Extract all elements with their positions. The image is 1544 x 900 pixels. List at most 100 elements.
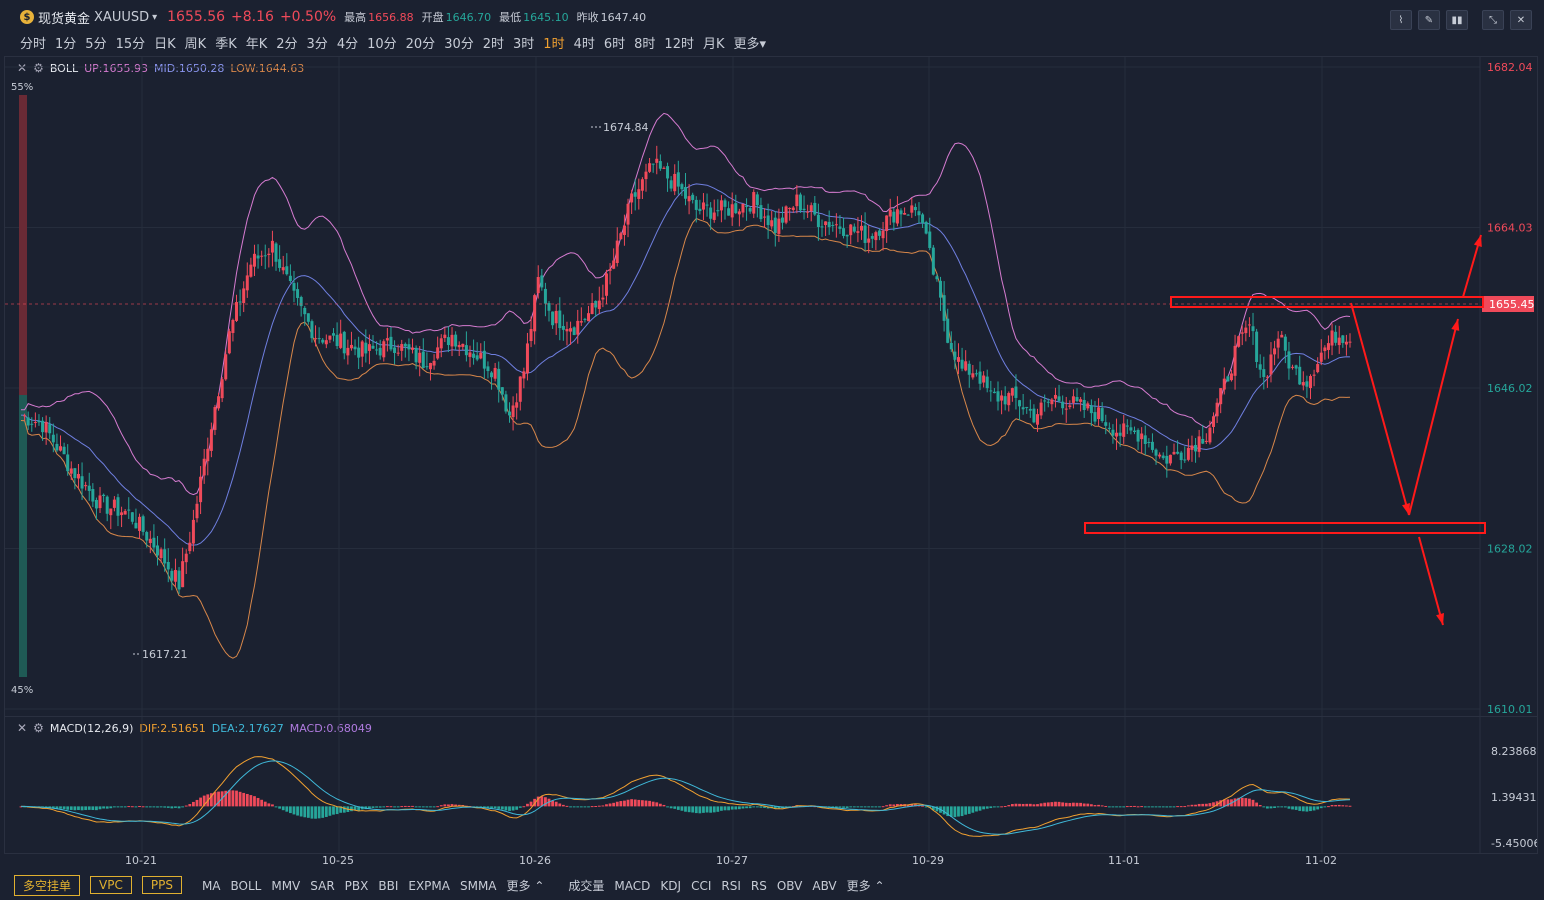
sub-indicator-item[interactable]: MACD <box>614 878 651 893</box>
candle-body <box>310 321 314 339</box>
long-short-orders-button[interactable]: 多空挂单 <box>14 874 81 896</box>
macd-histogram-bar <box>680 806 684 811</box>
period-tab[interactable]: 4时 <box>573 36 595 52</box>
main-indicator-item[interactable]: PBX <box>344 878 369 893</box>
sub-indicator-item[interactable]: 成交量 <box>568 878 605 893</box>
macd-histogram-bar <box>931 806 935 811</box>
period-tab[interactable]: 周K <box>184 36 207 52</box>
period-tab[interactable]: 8时 <box>634 36 656 52</box>
sub-indicator-item[interactable]: CCI <box>691 878 712 893</box>
candle-body <box>267 253 271 256</box>
collapse-icon[interactable]: ⤡ <box>1482 10 1504 30</box>
macd-histogram-bar <box>317 806 321 819</box>
candle-body <box>755 194 759 206</box>
period-tab[interactable]: 日K <box>154 36 176 52</box>
candle-body <box>1291 366 1295 368</box>
macd-histogram-bar <box>1265 806 1269 809</box>
macd-histogram-bar <box>321 806 325 818</box>
macd-histogram-bar <box>490 806 493 809</box>
period-tab[interactable]: 1分 <box>55 36 77 52</box>
period-tab[interactable]: 1时 <box>543 36 565 52</box>
macd-histogram-bar <box>504 806 508 811</box>
macd-histogram-bar <box>1054 801 1057 807</box>
period-tab[interactable]: 年K <box>245 36 268 52</box>
settings-icon[interactable]: ⚙ <box>33 721 44 735</box>
period-tab[interactable]: 3时 <box>513 36 535 52</box>
candle-body <box>1215 402 1219 417</box>
settings-icon[interactable]: ⚙ <box>33 61 44 75</box>
vpc-button[interactable]: VPC <box>90 876 132 894</box>
candle-body <box>1118 432 1122 436</box>
period-tab[interactable]: 分时 <box>20 36 47 52</box>
candle-body <box>1276 338 1280 348</box>
period-tab[interactable]: 2时 <box>482 36 505 52</box>
symbol-selector[interactable]: $ 现货黄金 XAUUSD ▾ <box>20 8 157 27</box>
close-icon[interactable]: ✕ <box>17 721 28 735</box>
candle-body <box>766 215 770 226</box>
period-tab[interactable]: 20分 <box>405 36 436 52</box>
period-tab[interactable]: 6时 <box>603 36 626 52</box>
macd-histogram-bar <box>967 806 971 814</box>
main-indicator-item[interactable]: BOLL <box>230 878 262 893</box>
sub-indicator-item[interactable]: 更多 ⌃ <box>846 878 885 893</box>
date-tick-label: 10-21 <box>125 854 157 867</box>
candle-body <box>1064 408 1068 410</box>
period-tab[interactable]: 月K <box>702 36 725 52</box>
candle-body <box>360 341 364 357</box>
candle-body <box>655 158 659 163</box>
sub-indicator-item[interactable]: RS <box>750 878 767 893</box>
period-tab[interactable]: 3分 <box>306 36 328 52</box>
macd-histogram-bar <box>245 793 249 807</box>
candle-body <box>349 344 353 349</box>
price-chart-panel[interactable]: ✕ ⚙ BOLL UP:1655.93 MID:1650.28 LOW:1644… <box>4 56 1538 718</box>
main-indicator-item[interactable]: SMMA <box>459 878 497 893</box>
close-icon[interactable]: ✕ <box>17 61 28 75</box>
period-tab[interactable]: 4分 <box>336 36 359 52</box>
macd-histogram-bar <box>590 806 594 808</box>
period-tab[interactable]: 30分 <box>444 36 474 52</box>
main-indicator-item[interactable]: MA <box>201 878 221 893</box>
arrow-down-to-support <box>1350 302 1410 516</box>
candle-body <box>1237 336 1241 347</box>
macd-histogram-bar <box>1298 806 1302 811</box>
line-chart-icon[interactable]: ⌇ <box>1390 10 1412 30</box>
candle-body <box>874 232 878 241</box>
macd-panel[interactable]: ✕ ⚙ MACD(12,26,9) DIF:2.51651 DEA:2.1762… <box>4 716 1538 854</box>
macd-histogram-bar <box>1082 803 1086 807</box>
period-tab[interactable]: 12时 <box>664 36 694 52</box>
candle-body <box>1007 393 1011 406</box>
period-tab[interactable]: 更多▾ <box>733 36 767 52</box>
draw-pencil-icon[interactable]: ✎ <box>1418 10 1440 30</box>
candle-body <box>1115 432 1119 437</box>
macd-histogram-bar <box>1140 806 1144 808</box>
period-tab[interactable]: 季K <box>215 36 237 52</box>
pps-button[interactable]: PPS <box>141 876 182 894</box>
main-indicator-item[interactable]: EXPMA <box>408 878 450 893</box>
main-indicator-item[interactable]: SAR <box>310 878 335 893</box>
period-tab[interactable]: 10分 <box>367 36 397 52</box>
sub-indicator-item[interactable]: ABV <box>812 878 837 893</box>
macd-histogram-bar <box>748 806 752 809</box>
candle-type-icon[interactable]: ▮▮ <box>1446 10 1468 30</box>
period-tab[interactable]: 2分 <box>276 36 298 52</box>
candle-body <box>479 352 483 359</box>
period-tab[interactable]: 5分 <box>85 36 107 52</box>
candle-body <box>407 344 411 350</box>
macd-histogram-bar <box>335 806 339 815</box>
period-tab[interactable]: 15分 <box>115 36 146 52</box>
sub-indicator-item[interactable]: RSI <box>721 878 741 893</box>
candle-body <box>1219 388 1223 405</box>
main-indicator-item[interactable]: BBI <box>378 878 399 893</box>
macd-histogram-bar <box>1186 805 1190 807</box>
macd-histogram-bar <box>522 806 526 808</box>
candle-body <box>191 519 195 544</box>
candle-body <box>263 255 267 257</box>
candle-body <box>1312 374 1316 376</box>
close-icon[interactable]: ✕ <box>1510 10 1532 30</box>
sub-indicator-item[interactable]: KDJ <box>660 878 682 893</box>
main-indicator-item[interactable]: MMV <box>271 878 301 893</box>
macd-histogram-bar <box>594 805 598 807</box>
sub-indicator-item[interactable]: OBV <box>776 878 803 893</box>
macd-histogram-bar <box>192 801 195 807</box>
main-indicator-item[interactable]: 更多 ⌃ <box>506 878 545 893</box>
